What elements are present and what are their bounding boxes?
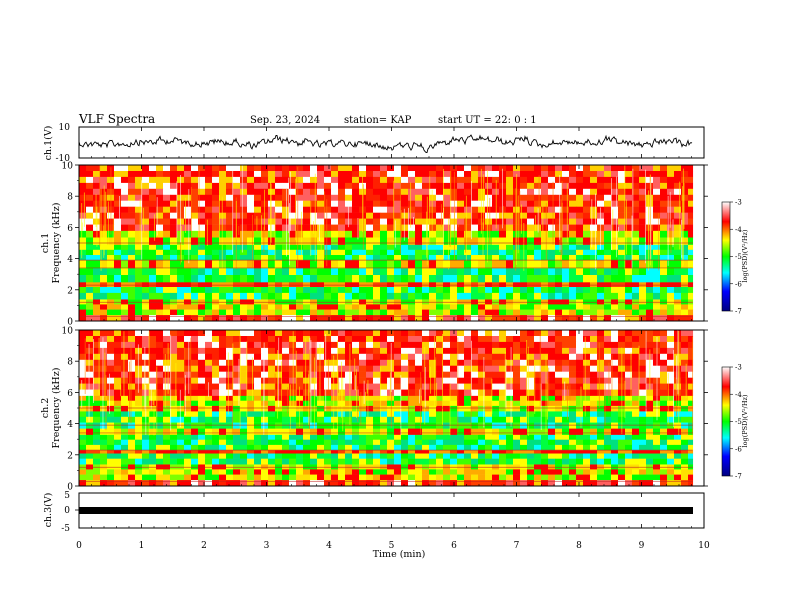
colorbar-tick-label: -5 <box>735 418 742 426</box>
ch1-waveform-line <box>78 134 693 153</box>
ch1-ytick-top: 10 <box>59 123 71 133</box>
ytick-label: 2 <box>67 451 73 461</box>
ch3-ytick-top: 5 <box>64 491 70 501</box>
ytick-label: 10 <box>62 162 74 172</box>
ytick-label: 8 <box>67 358 73 368</box>
ch3-ylabel: ch.3(V) <box>43 493 54 528</box>
ytick-label: 8 <box>67 193 73 203</box>
start-ut-label: start UT = 22: 0 : 1 <box>438 115 537 126</box>
time-axis-ticks <box>78 127 705 528</box>
xtick-label: 6 <box>451 541 457 551</box>
colorbar-1-label: log(PSD)(V²/Hz) <box>741 229 749 282</box>
colorbar-tick-label: -6 <box>735 445 742 453</box>
colorbar-tick-label: -6 <box>735 280 742 288</box>
ch3-ytick-bottom: -5 <box>61 524 70 534</box>
colorbar-2-label: log(PSD)(V²/Hz) <box>741 394 749 447</box>
ytick-label: 0 <box>67 483 73 493</box>
colorbar-1: -3 -4 -5 -6 -7 log(PSD)(V²/Hz) <box>721 199 749 316</box>
xtick-label: 3 <box>264 541 270 551</box>
colorbar-tick-label: -5 <box>735 253 742 261</box>
xtick-label: 8 <box>576 541 582 551</box>
ch2-spectrogram-image <box>79 330 694 487</box>
ch1-waveform-panel: 10 -10 ch.1(V) <box>43 123 705 164</box>
ytick-label: 6 <box>67 389 73 399</box>
ch1-ylabel-frequency: Frequency (kHz) <box>51 203 62 284</box>
colorbar-tick-label: -3 <box>735 364 742 372</box>
ch3-waveform-band <box>79 507 693 514</box>
ch1-spectrogram-image <box>79 165 694 322</box>
xtick-label: 9 <box>639 541 645 551</box>
xtick-label: 2 <box>201 541 207 551</box>
ch2-ylabel-frequency: Frequency (kHz) <box>51 368 62 449</box>
date-label: Sep. 23, 2024 <box>250 115 320 126</box>
ytick-label: 4 <box>67 255 73 265</box>
ch1-ylabel-channel: ch.1 <box>40 233 51 254</box>
ytick-label: 6 <box>67 224 73 234</box>
time-axis-labels: 0 1 2 3 4 5 6 7 8 9 10 <box>76 541 710 551</box>
xtick-label: 10 <box>698 541 710 551</box>
xtick-label: 5 <box>389 541 395 551</box>
xtick-label: 4 <box>326 541 332 551</box>
ch1-ytick-bottom: -10 <box>56 154 71 164</box>
ytick-label: 4 <box>67 420 73 430</box>
figure-title: VLF Spectra <box>78 112 155 126</box>
colorbar-tick-label: -7 <box>735 473 742 481</box>
colorbar-tick-label: -3 <box>735 199 742 207</box>
ytick-label: 0 <box>67 318 73 328</box>
ch1-ylabel: ch.1(V) <box>43 126 54 161</box>
xtick-label: 7 <box>514 541 520 551</box>
colorbar-tick-label: -7 <box>735 308 742 316</box>
colorbar-tick-label: -4 <box>735 391 742 399</box>
time-axis-label: Time (min) <box>373 549 426 560</box>
ch1-spectrogram-panel: 0 2 4 6 8 10 ch.1 Frequency (kHz) <box>40 162 708 328</box>
ch2-spectrogram-panel: 0 2 4 6 8 10 ch.2 Frequency (kHz) <box>40 327 708 493</box>
ch3-waveform-panel: 5 0 -5 ch.3(V) <box>43 491 705 534</box>
xtick-label: 1 <box>139 541 145 551</box>
ytick-label: 2 <box>67 286 73 296</box>
xtick-label: 0 <box>76 541 82 551</box>
ch2-ylabel-channel: ch.2 <box>40 398 51 419</box>
colorbar-tick-label: -4 <box>735 226 742 234</box>
colorbar-2: -3 -4 -5 -6 -7 log(PSD)(V²/Hz) <box>721 364 749 481</box>
station-label: station= KAP <box>344 115 412 126</box>
ch3-ytick-mid: 0 <box>64 506 70 516</box>
ytick-label: 10 <box>62 327 74 337</box>
